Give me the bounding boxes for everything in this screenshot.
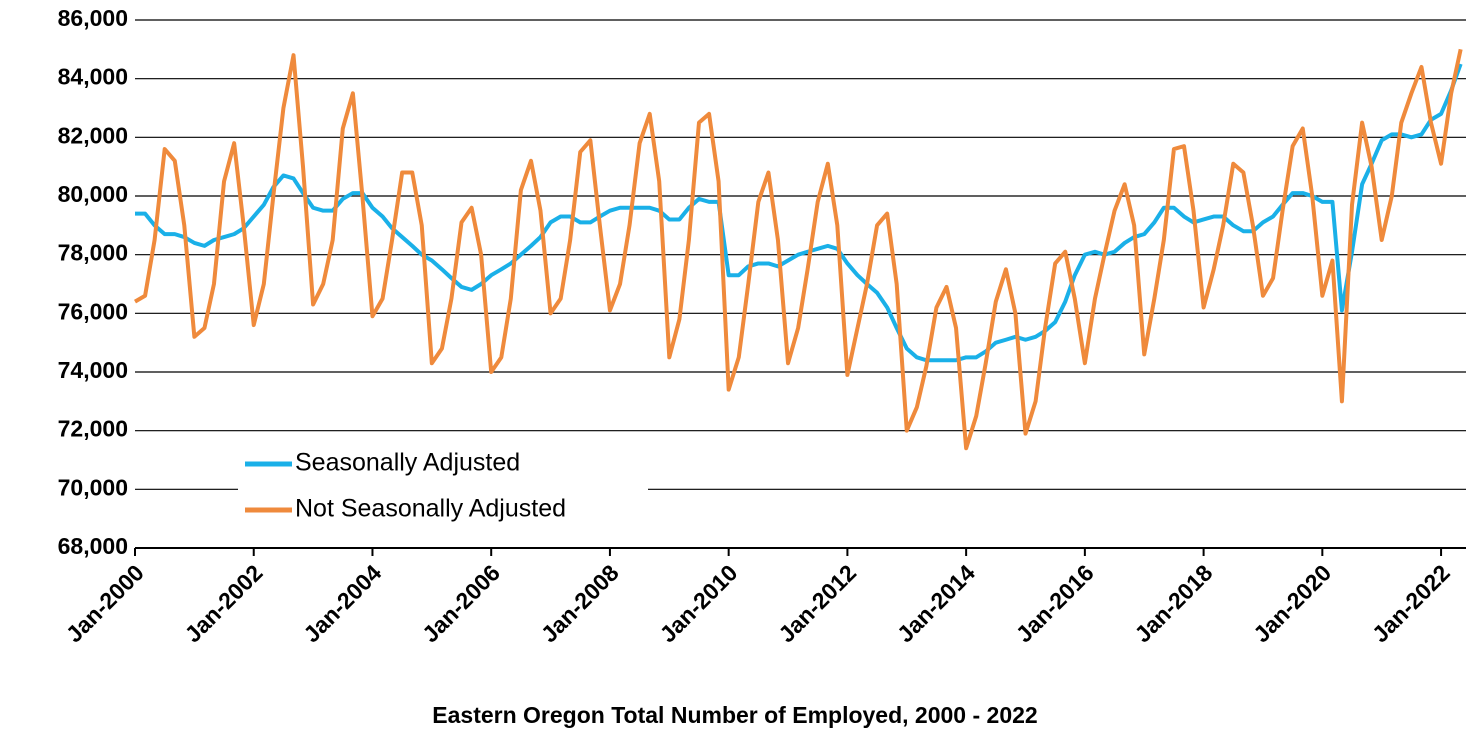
y-tick-label: 76,000 [58, 298, 128, 324]
line-series [133, 48, 1463, 451]
x-tick-label: Jan-2012 [773, 559, 861, 647]
y-tick-label: 70,000 [58, 474, 128, 500]
y-tick-label: 72,000 [58, 416, 128, 442]
x-tick-label: Jan-2008 [536, 559, 624, 647]
x-tick-label: Jan-2020 [1248, 559, 1336, 647]
x-tick-label: Jan-2022 [1367, 559, 1455, 647]
x-tick-label: Jan-2018 [1129, 559, 1217, 647]
legend-label: Seasonally Adjusted [295, 449, 520, 477]
x-tick-label: Jan-2002 [180, 559, 268, 647]
x-tick-label: Jan-2004 [298, 559, 386, 647]
y-tick-label: 78,000 [58, 240, 128, 266]
y-tick-label: 84,000 [58, 64, 128, 90]
y-tick-label: 86,000 [58, 5, 128, 31]
legend-label: Not Seasonally Adjusted [295, 495, 566, 523]
legend-box [238, 442, 648, 530]
x-tick-label: Jan-2006 [417, 559, 505, 647]
y-tick-label: 74,000 [58, 357, 128, 383]
x-tick-label: Jan-2014 [892, 559, 980, 647]
x-tick-label: Jan-2010 [654, 559, 742, 647]
x-tick-label: Jan-2016 [1011, 559, 1099, 647]
x-tick-label: Jan-2000 [61, 559, 149, 647]
line-series [135, 63, 1463, 363]
y-tick-label: 80,000 [58, 181, 128, 207]
chart-title: Eastern Oregon Total Number of Employed,… [432, 702, 1037, 728]
y-tick-label: 68,000 [58, 533, 128, 559]
y-tick-label: 82,000 [58, 122, 128, 148]
